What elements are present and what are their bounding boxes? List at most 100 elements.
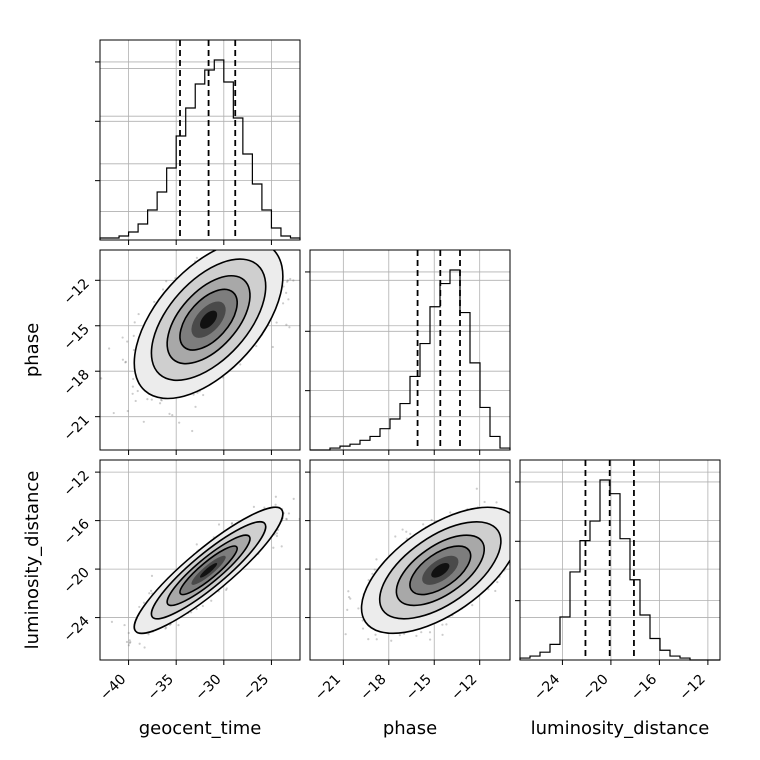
sample-point <box>511 540 513 542</box>
panel-grid-phase-phase <box>310 250 510 450</box>
histogram-phase <box>310 269 511 451</box>
sample-point <box>137 312 140 316</box>
sample-point <box>230 521 234 525</box>
sample-point <box>159 398 163 401</box>
panel-frame <box>99 39 301 241</box>
sample-point <box>471 604 474 607</box>
sample-point <box>330 485 332 487</box>
sample-point <box>373 568 376 571</box>
sample-point <box>375 558 378 561</box>
sample-point <box>496 581 499 584</box>
sample-point <box>367 637 370 641</box>
sample-point <box>125 640 129 644</box>
x-tick-label: −12 <box>677 672 709 704</box>
sample-point <box>274 503 277 506</box>
density-contour <box>199 310 218 329</box>
panel-frame <box>519 459 721 661</box>
sample-point <box>112 411 115 415</box>
sample-point <box>394 535 397 538</box>
sample-point <box>191 429 194 433</box>
sample-point <box>430 518 433 522</box>
density-contour <box>431 563 450 578</box>
scatter-geocent_time-phase <box>100 231 295 433</box>
hist-grid-luminosity_distance <box>520 481 720 602</box>
sample-point <box>171 414 174 417</box>
sample-point <box>357 607 360 610</box>
sample-point <box>131 392 134 395</box>
sample-point <box>129 640 132 644</box>
sample-point <box>349 597 352 600</box>
sample-point <box>149 589 153 592</box>
sample-point <box>401 528 404 531</box>
sample-point <box>165 626 168 629</box>
sample-point <box>272 546 275 549</box>
scatter-phase-luminosity_distance <box>344 487 550 642</box>
y-axis-label-phase: phase <box>22 323 43 377</box>
x-axis-label-luminosity_distance: luminosity_distance <box>531 718 710 739</box>
sample-point <box>422 523 425 526</box>
sample-point <box>275 532 279 535</box>
scatter-geocent_time-luminosity_distance <box>110 485 332 649</box>
sample-point <box>265 234 267 236</box>
sample-point <box>161 288 165 291</box>
sample-point <box>252 505 256 508</box>
panel-frame <box>309 249 511 451</box>
sample-point <box>254 233 256 235</box>
x-tick-label: −15 <box>403 672 435 704</box>
x-tick-label: −16 <box>628 671 660 703</box>
y-tick-label: −24 <box>61 613 93 645</box>
x-tick-label: −30 <box>192 672 224 704</box>
x-tick-label: −20 <box>580 672 612 704</box>
sample-point <box>142 601 146 604</box>
sample-point <box>548 515 550 517</box>
sample-point <box>375 638 378 641</box>
sample-point <box>285 323 288 326</box>
sample-point <box>133 321 136 324</box>
sample-point <box>475 487 478 490</box>
sample-point <box>202 393 205 397</box>
sample-point <box>126 409 129 413</box>
sample-point <box>275 321 278 324</box>
sample-point <box>288 326 291 329</box>
sample-point <box>164 627 167 630</box>
sample-point <box>428 631 432 634</box>
sample-point <box>132 348 135 352</box>
y-tick-label: −21 <box>61 412 93 444</box>
sample-point <box>132 334 135 337</box>
sample-point <box>255 245 257 247</box>
sample-point <box>147 633 150 636</box>
histogram-geocent_time <box>99 59 301 240</box>
sample-point <box>285 291 288 294</box>
x-axis-label-phase: phase <box>383 718 437 739</box>
sample-point <box>165 280 168 283</box>
histogram-luminosity_distance <box>519 479 720 661</box>
y-tick-label: −16 <box>61 516 93 548</box>
sample-point <box>195 543 198 546</box>
y-tick-label: −15 <box>61 321 93 353</box>
panel-frame <box>309 459 511 661</box>
sample-point <box>121 336 124 339</box>
sample-point <box>127 644 130 647</box>
x-axis-label-geocent_time: geocent_time <box>139 718 262 739</box>
panel-frame <box>99 459 301 661</box>
x-tick-label: −21 <box>312 672 344 704</box>
sample-point <box>420 631 423 634</box>
sample-point <box>371 572 374 575</box>
sample-point <box>405 537 409 540</box>
sample-point <box>201 604 204 608</box>
sample-point <box>235 247 237 249</box>
sample-point <box>177 624 180 627</box>
sample-point <box>128 639 131 642</box>
sample-point <box>512 575 514 577</box>
hist-grid-geocent_time <box>100 61 300 182</box>
sample-point <box>131 385 135 388</box>
y-tick-label: −20 <box>61 565 93 597</box>
sample-point <box>245 243 247 245</box>
sample-point <box>160 399 163 402</box>
sample-point <box>142 420 145 423</box>
sample-point <box>124 361 127 364</box>
sample-point <box>398 634 401 637</box>
sample-point <box>232 231 234 233</box>
sample-point <box>429 638 432 641</box>
sample-point <box>150 574 154 577</box>
